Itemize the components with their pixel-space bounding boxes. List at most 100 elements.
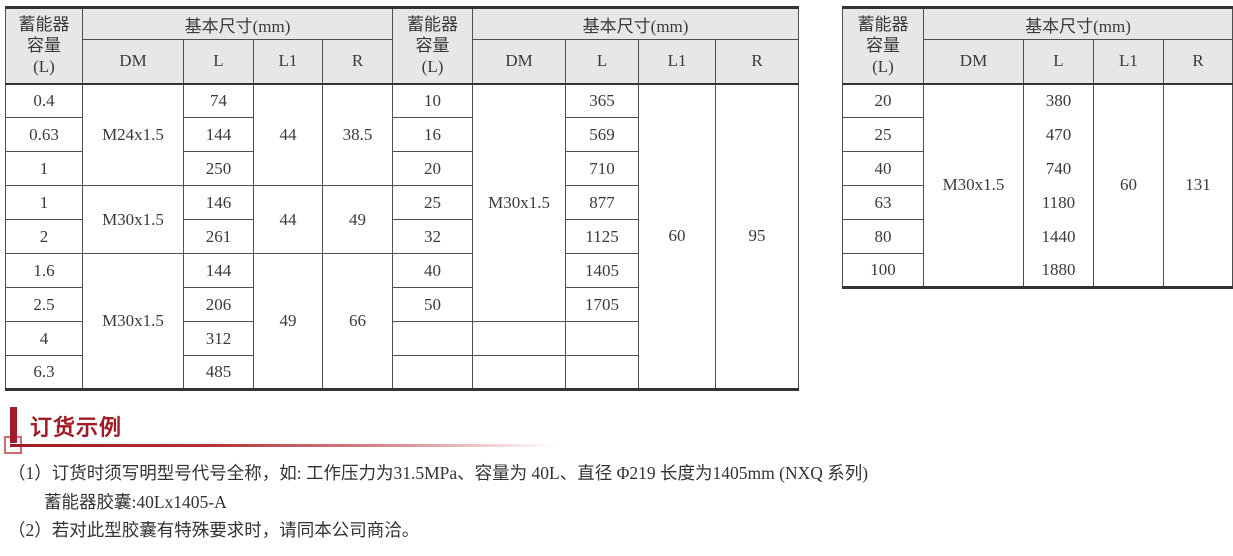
capacity-cell: 0.63 (5, 117, 83, 152)
capacity-cell: 1 (5, 151, 83, 186)
capacity-header-line: (L) (872, 57, 894, 77)
capacity-cell: 80 (842, 219, 924, 254)
l-cell: 365 (565, 83, 640, 118)
capacity-header-line: 容量 (866, 36, 900, 56)
r-cell: 131 (1162, 83, 1233, 288)
capacity-header-line: (L) (421, 57, 444, 77)
l1-cell: 44 (253, 83, 323, 186)
dm-cell: M30x1.5 (472, 83, 567, 322)
table-row: 63 1180 (842, 185, 1233, 220)
capacity-cell: 0.4 (5, 83, 83, 118)
capacity-cell: 40 (392, 253, 474, 288)
column-header-l: L (565, 39, 640, 85)
capacity-header-line: 容量 (27, 36, 61, 56)
section-accent-bar (10, 407, 17, 443)
capacity-cell: 32 (392, 219, 474, 254)
capacity-cell: 40 (842, 151, 924, 186)
capacity-cell: 25 (842, 117, 924, 152)
capacity-header-line: 蓄能器 (857, 15, 909, 35)
order-note-1: （1）订货时须写明型号代号全称，如: 工作压力为31.5MPa、容量为 40L、… (8, 463, 869, 483)
table-row: 0.63 144 16 569 (5, 117, 799, 152)
table-row: 40 740 (842, 151, 1233, 186)
capacity-header-line: 蓄能器 (18, 15, 70, 35)
column-header-dm: DM (472, 39, 567, 85)
column-header-l1: L1 (253, 39, 323, 85)
l-cell: 470 (1023, 117, 1094, 152)
table-row: 100 1880 (842, 253, 1233, 288)
l1-cell: 49 (253, 253, 323, 390)
l-cell: 380 (1023, 83, 1094, 118)
l1-cell: 44 (253, 185, 323, 254)
column-header-l: L (183, 39, 254, 85)
capacity-cell: 10 (392, 83, 474, 118)
l-cell: 1125 (565, 219, 640, 254)
capacity-cell: 2 (5, 219, 83, 254)
capacity-cell (392, 355, 474, 390)
capacity-header: 蓄能器 容量 (L) (842, 7, 924, 85)
capacity-cell (392, 321, 474, 356)
l-cell: 146 (183, 185, 254, 220)
capacity-cell: 20 (392, 151, 474, 186)
dm-cell: M30x1.5 (82, 185, 184, 254)
capacity-header: 蓄能器 容量 (L) (5, 7, 83, 85)
dm-cell (472, 321, 567, 356)
dimension-table-left-middle: 蓄能器 容量 (L) 基本尺寸(mm) 蓄能器 容量 (L) 基本尺寸(mm) … (5, 6, 800, 391)
table-row: 20 M30x1.5 380 60 131 (842, 83, 1233, 288)
table-row: 0.4 M24x1.5 74 44 38.5 10 M30x1.5 365 60… (5, 83, 800, 390)
table-row: DM L L1 R (843, 39, 1233, 85)
l-cell: 250 (183, 151, 254, 186)
l-cell: 312 (183, 321, 254, 356)
order-note-1-continued: 蓄能器胶囊:40Lx1405-A (44, 492, 227, 512)
capacity-cell: 1 (5, 185, 83, 220)
l-cell: 261 (183, 219, 254, 254)
column-header-dm: DM (82, 39, 184, 85)
dimension-table-right: 蓄能器 容量 (L) 基本尺寸(mm) DM L L1 R 20 M30x1.5… (842, 6, 1233, 289)
table-row: DM L L1 R DM L L1 R (6, 39, 800, 85)
capacity-cell: 25 (392, 185, 474, 220)
column-header-l1: L1 (638, 39, 717, 85)
dm-cell: M30x1.5 (82, 253, 184, 390)
l-cell (565, 355, 640, 390)
section-title: 订货示例 (30, 415, 123, 440)
l-cell: 144 (183, 117, 254, 152)
table-row: 蓄能器 容量 (L) 基本尺寸(mm) 蓄能器 容量 (L) 基本尺寸(mm) (5, 7, 800, 85)
l-cell: 710 (565, 151, 640, 186)
l-cell (565, 321, 640, 356)
basic-dimensions-header: 基本尺寸(mm) (922, 7, 1233, 40)
capacity-header: 蓄能器 容量 (L) (392, 7, 474, 85)
r-cell: 95 (715, 83, 800, 390)
capacity-cell: 63 (842, 185, 924, 220)
capacity-cell: 20 (842, 83, 924, 118)
dm-cell: M24x1.5 (82, 83, 184, 186)
capacity-cell: 2.5 (5, 287, 83, 322)
capacity-cell: 1.6 (5, 253, 83, 288)
column-header-r: R (1162, 39, 1233, 85)
dm-cell: M30x1.5 (923, 83, 1024, 288)
l-cell: 740 (1023, 151, 1094, 186)
capacity-header-line: (L) (33, 57, 55, 77)
capacity-cell: 4 (5, 321, 83, 356)
capacity-cell: 50 (392, 287, 474, 322)
r-cell: 66 (321, 253, 394, 390)
table-row: 2 261 32 1125 (5, 219, 799, 254)
l-cell: 485 (183, 355, 254, 390)
r-cell: 38.5 (321, 83, 394, 186)
l-cell: 74 (183, 83, 254, 118)
table-row: 80 1440 (842, 219, 1233, 254)
capacity-cell: 16 (392, 117, 474, 152)
section-underline (10, 444, 566, 447)
table-row: 6.3 485 (5, 355, 799, 390)
l-cell: 1180 (1023, 185, 1094, 220)
basic-dimensions-header: 基本尺寸(mm) (472, 7, 800, 40)
column-header-r: R (715, 39, 800, 85)
column-header-r: R (321, 39, 394, 85)
l-cell: 569 (565, 117, 640, 152)
capacity-cell: 100 (842, 253, 924, 288)
l-cell: 144 (183, 253, 254, 288)
table-row: 4 312 (5, 321, 799, 356)
order-note-2: （2）若对此型胶囊有特殊要求时，请同本公司商洽。 (8, 520, 420, 540)
table-row: 1.6 M30x1.5 144 49 66 40 1405 (5, 253, 799, 390)
l-cell: 1880 (1023, 253, 1094, 288)
table-row: 蓄能器 容量 (L) 基本尺寸(mm) (842, 7, 1233, 85)
